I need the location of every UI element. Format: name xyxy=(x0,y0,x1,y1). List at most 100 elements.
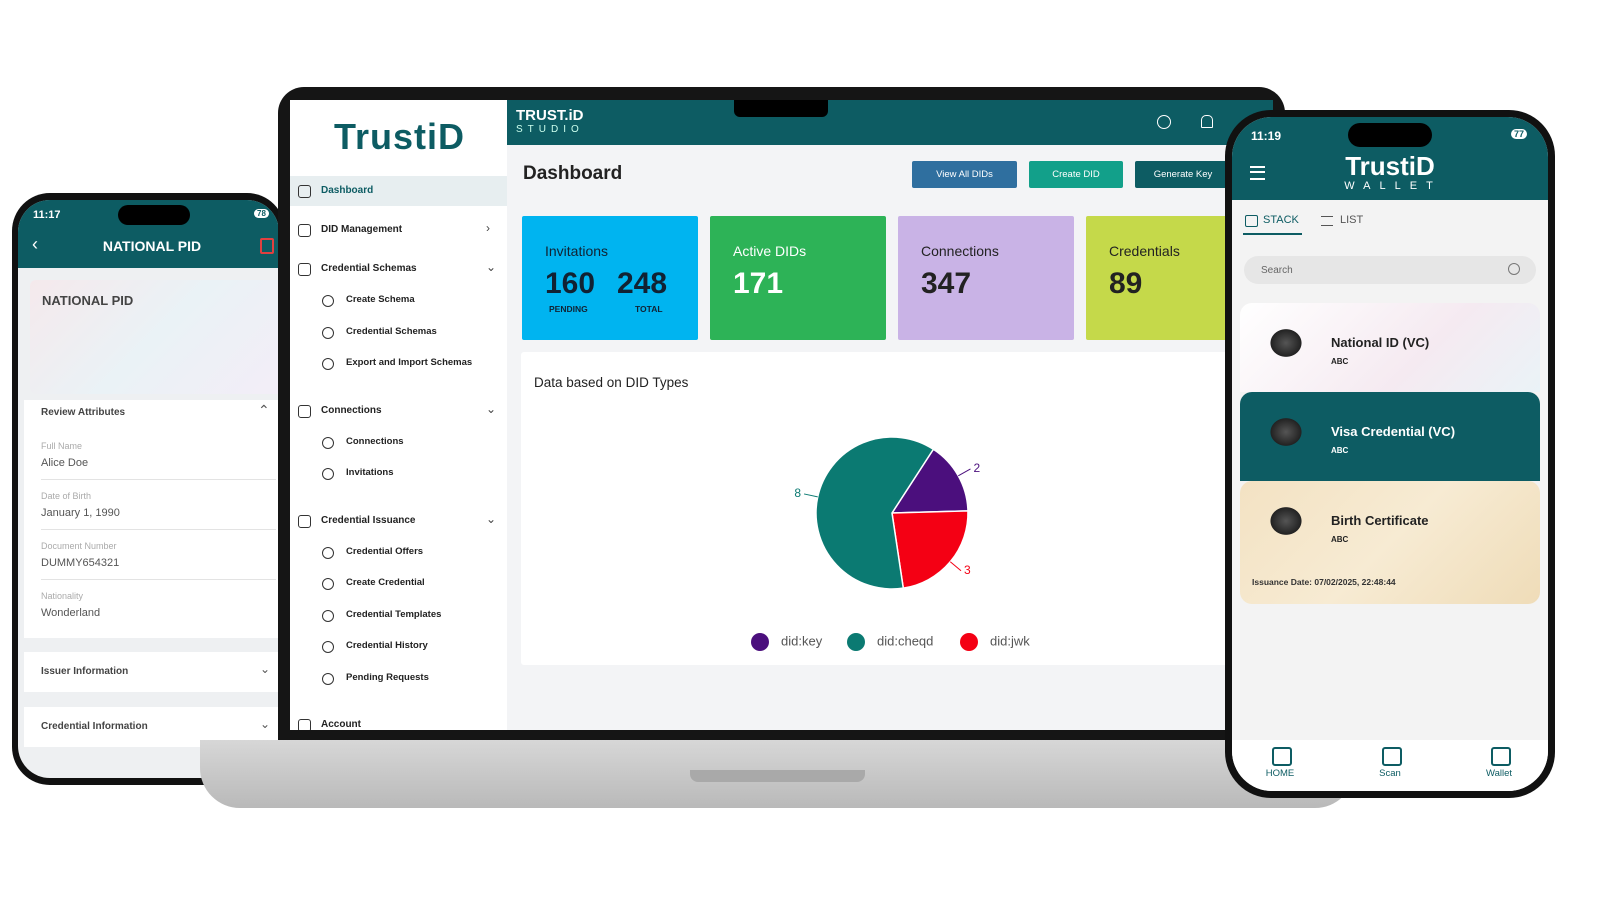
stat-label: Connections xyxy=(921,243,999,259)
chart-card: Data based on DID Types 2 3 8 did:key did:che… xyxy=(521,352,1273,665)
nav-subitem[interactable]: Credential Schemas xyxy=(346,325,437,337)
card-issuer: ABC xyxy=(1331,446,1349,455)
legend-label: did:jwk xyxy=(990,633,1030,648)
section-label: Credential Information xyxy=(41,721,148,732)
menu-icon[interactable] xyxy=(1250,166,1265,180)
leader-line xyxy=(949,561,962,572)
nav-label[interactable]: Scan xyxy=(1379,768,1401,779)
chevron: › xyxy=(486,221,490,235)
nav-icon xyxy=(298,185,311,198)
left-phone: 11:17 78 ‹ NATIONAL PID NATIONAL PID Review A… xyxy=(12,193,285,785)
card-issuer: ABC xyxy=(1331,357,1349,366)
stat-card: Active DIDs 171 xyxy=(710,216,886,340)
tab[interactable]: STACK xyxy=(1263,214,1299,226)
card-title: Visa Credential (VC) xyxy=(1331,424,1456,439)
nav-icon[interactable] xyxy=(1382,747,1402,766)
data-label: 8 xyxy=(794,486,801,500)
nav-subitem[interactable]: Connections xyxy=(346,435,404,447)
nav-icon xyxy=(298,224,311,237)
button-label: Generate Key xyxy=(1153,169,1213,180)
page-title: Dashboard xyxy=(523,163,623,184)
brand: TRUST.iD xyxy=(516,107,584,124)
nav-item[interactable]: Account xyxy=(321,719,361,730)
pie-chart: 2 3 8 did:key did:cheqd did:jwk xyxy=(751,436,1030,651)
stat-card: Invitations 160 PENDING 248 TOTAL xyxy=(522,216,698,340)
stat-caption: PENDING xyxy=(549,304,588,314)
credential-card[interactable]: Birth Certificate ABC xyxy=(1240,481,1540,604)
globe-icon[interactable] xyxy=(1157,115,1171,129)
chevron: ⌄ xyxy=(486,260,497,274)
nav-icon xyxy=(322,546,334,559)
nav-icon xyxy=(322,468,334,480)
nav-subitem[interactable]: Credential History xyxy=(346,640,428,651)
nav-label[interactable]: HOME xyxy=(1265,768,1295,779)
top-bar xyxy=(507,100,1273,145)
leader-line xyxy=(803,493,818,498)
data-label: 3 xyxy=(964,563,971,577)
nav-icon xyxy=(322,295,334,307)
legend-swatch xyxy=(960,633,978,651)
logo: TrustiD xyxy=(334,116,466,157)
stat-value: 347 xyxy=(921,267,972,300)
nav-icon[interactable] xyxy=(1272,747,1292,766)
nav-icon xyxy=(322,672,334,685)
bell-icon[interactable] xyxy=(1201,115,1213,128)
credential-card[interactable]: National ID (VC) ABC xyxy=(1240,303,1540,392)
tab-icon xyxy=(1245,215,1258,227)
stat-label: Active DIDs xyxy=(733,243,807,259)
pie-slice xyxy=(815,436,935,590)
card-title: National ID (VC) xyxy=(1331,335,1430,350)
tab-icon xyxy=(1321,216,1333,226)
header-button[interactable]: Generate Key xyxy=(1135,161,1231,188)
divider xyxy=(41,579,276,580)
phone-screen: 11:19 77 TrustiD WALLET STACK LIST Search Natio… xyxy=(1232,117,1548,791)
nav-subitem[interactable]: Credential Templates xyxy=(346,608,442,620)
nav-subitem[interactable]: Create Credential xyxy=(346,577,425,588)
attribute-value: Alice Doe xyxy=(41,457,89,469)
nav-icon xyxy=(298,514,311,528)
brand-sub: STUDIO xyxy=(516,124,584,135)
nav-subitem[interactable]: Export and Import Schemas xyxy=(346,357,473,368)
chevron[interactable]: ⌃ xyxy=(258,402,270,418)
delete-icon[interactable] xyxy=(260,238,274,254)
nav-item[interactable]: Credential Issuance xyxy=(321,514,416,526)
battery: 77 xyxy=(1511,129,1528,139)
legend-label: did:cheqd xyxy=(877,633,933,648)
nav-subitem[interactable]: Credential Offers xyxy=(346,545,424,557)
camera-notch xyxy=(734,100,828,117)
nav-icon xyxy=(322,358,334,370)
stat-value: 171 xyxy=(733,267,784,300)
back-button[interactable]: ‹ xyxy=(32,234,38,254)
stat-value: 248 xyxy=(617,267,668,300)
header-button[interactable]: View All DIDs xyxy=(912,161,1017,188)
battery: 78 xyxy=(254,209,269,218)
sidebar: TrustiD Dashboard DID Management › Credentia… xyxy=(290,100,507,730)
nav-item[interactable]: DID Management xyxy=(321,224,403,235)
tab[interactable]: LIST xyxy=(1340,214,1364,226)
nav-icon[interactable] xyxy=(1491,747,1511,766)
header-button[interactable]: Create DID xyxy=(1029,161,1123,188)
nav-subitem[interactable]: Invitations xyxy=(346,467,394,478)
search-bar[interactable]: Search xyxy=(1244,256,1536,284)
button-label: Create DID xyxy=(1052,169,1100,180)
nav-subitem[interactable]: Create Schema xyxy=(346,294,415,305)
stat-value: 160 xyxy=(545,267,596,300)
card-title: NATIONAL PID xyxy=(42,293,134,308)
card-issuer: ABC xyxy=(1331,535,1349,544)
stat-label: Invitations xyxy=(545,243,609,259)
nav-label[interactable]: Wallet xyxy=(1485,768,1513,779)
nav-item[interactable]: Credential Schemas xyxy=(321,263,417,274)
section-header[interactable] xyxy=(24,652,279,692)
nav-subitem[interactable]: Pending Requests xyxy=(346,671,429,683)
card-title: Birth Certificate xyxy=(1331,513,1429,528)
legend-swatch xyxy=(751,633,769,651)
issuer-emblem xyxy=(1268,505,1304,537)
nav-item[interactable]: Connections xyxy=(321,404,382,416)
data-label: 2 xyxy=(973,461,980,475)
chevron: ⌄ xyxy=(486,511,497,526)
attribute-value: Wonderland xyxy=(41,607,101,619)
attribute-value: January 1, 1990 xyxy=(41,507,120,519)
credential-card[interactable]: Visa Credential (VC) ABC xyxy=(1240,392,1540,481)
nav-item[interactable]: Dashboard xyxy=(321,185,374,196)
